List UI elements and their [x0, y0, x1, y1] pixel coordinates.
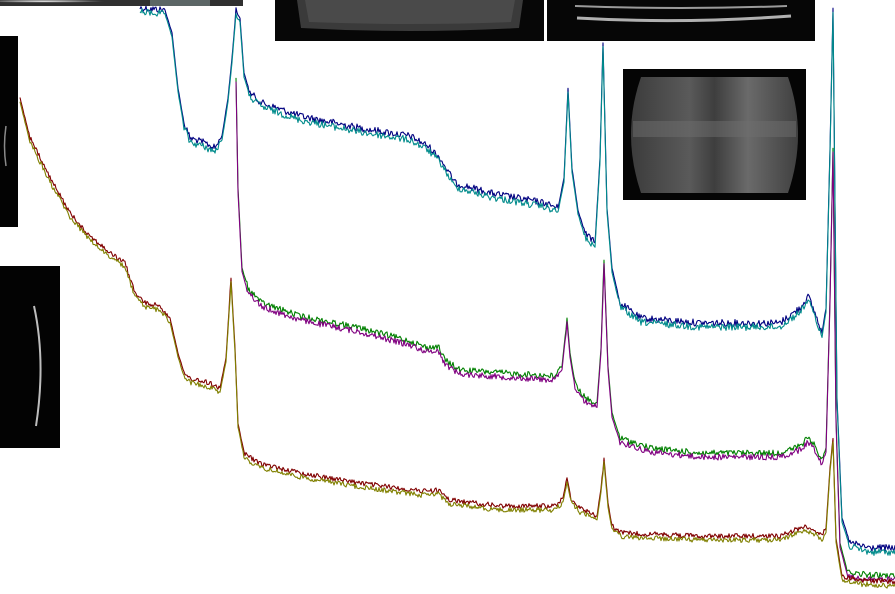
series-line-middle-2 — [235, 81, 895, 584]
inset-image-top-center — [275, 0, 544, 41]
inset-image-left-upper — [0, 36, 18, 227]
series-layer — [19, 5, 895, 589]
series-line-middle-1 — [235, 77, 895, 579]
inset-image-top-left-strip — [0, 0, 243, 6]
series-line-upper-2 — [139, 8, 895, 556]
inset-image-left-lower — [0, 266, 60, 448]
series-line-lower-2 — [19, 101, 895, 589]
series-line-upper-1 — [139, 5, 895, 552]
inset-image-right — [623, 69, 806, 200]
inset-image-top-right — [547, 0, 815, 41]
